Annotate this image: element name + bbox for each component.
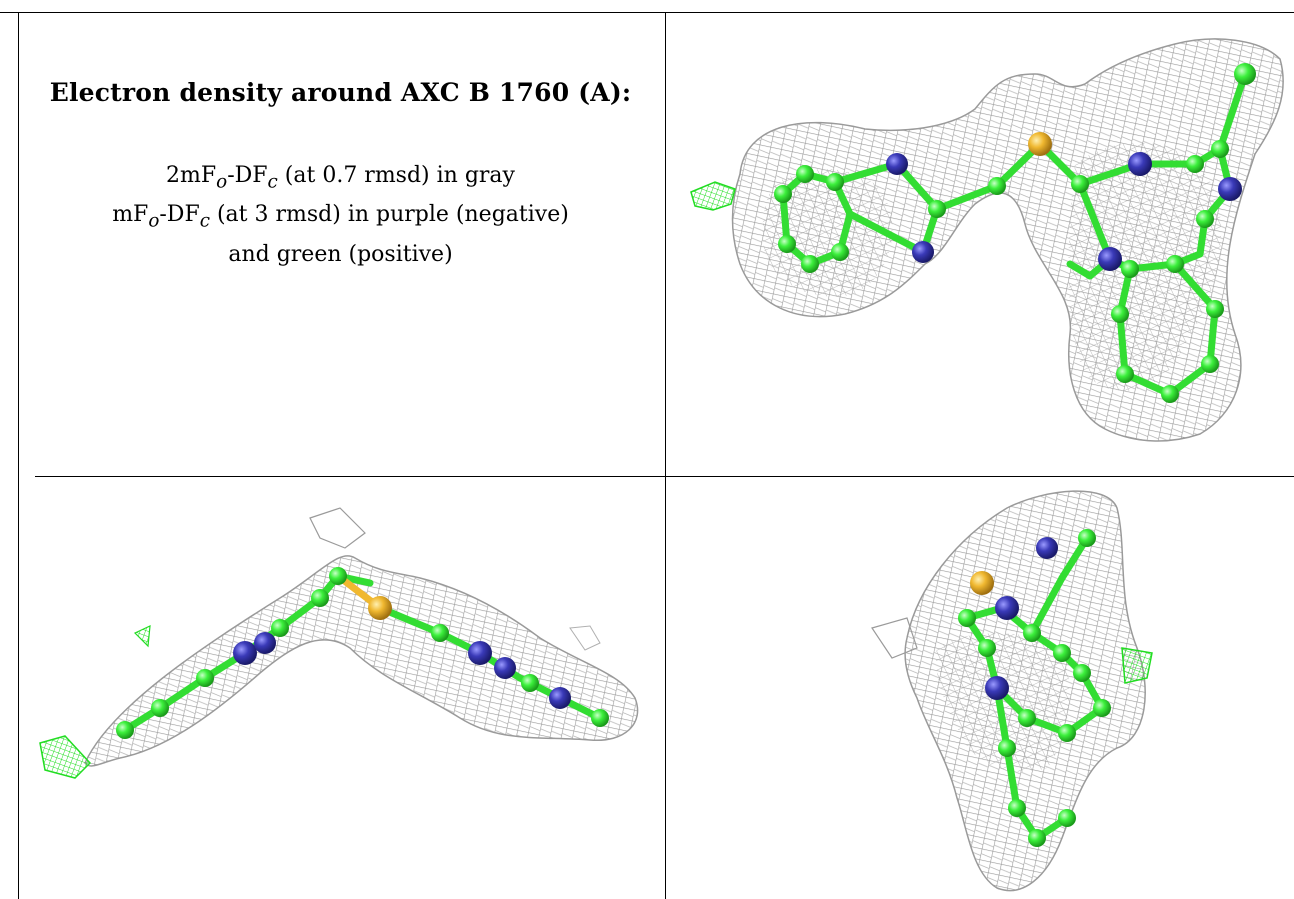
caption-cell: Electron density around AXC B 1760 (A): … <box>18 78 663 271</box>
caption-title: Electron density around AXC B 1760 (A): <box>49 78 632 107</box>
caption-line-2mfo: 2mFo-DFc (at 0.7 rmsd) in gray <box>166 163 515 193</box>
density-view-top <box>675 14 1294 474</box>
table-center-border <box>665 12 666 899</box>
caption-line-green: and green (positive) <box>228 241 453 267</box>
table-middle-border <box>35 476 1294 477</box>
caption-line-mfo: mFo-DFc (at 3 rmsd) in purple (negative) <box>112 202 569 232</box>
table-top-border <box>0 12 1294 13</box>
density-view-end <box>667 478 1294 899</box>
density-view-side <box>20 478 664 899</box>
table-left-border <box>18 12 19 899</box>
